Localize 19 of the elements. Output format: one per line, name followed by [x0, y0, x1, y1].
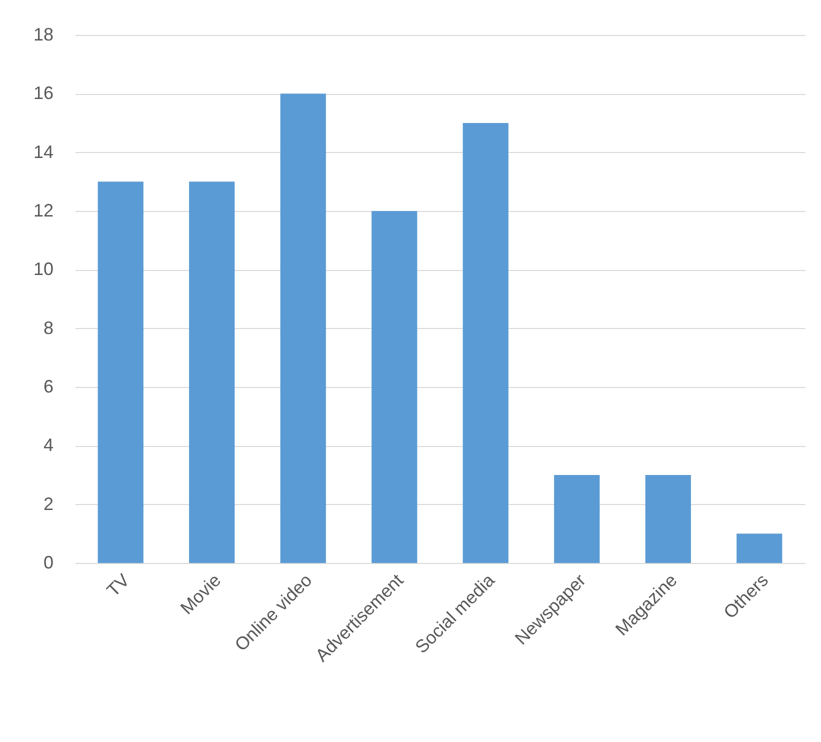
y-tick-label: 6: [43, 376, 54, 396]
y-tick-label: 12: [33, 200, 54, 220]
bar: [645, 475, 691, 563]
y-tick-label: 8: [43, 318, 54, 338]
y-tick-label: 2: [43, 494, 54, 514]
y-tick-label: 16: [33, 83, 54, 104]
bar: [98, 182, 144, 563]
bar: [280, 94, 326, 563]
x-tick-label: TV: [102, 570, 134, 600]
bar: [554, 475, 600, 563]
bar: [372, 211, 418, 563]
y-tick-label: 14: [33, 142, 54, 162]
y-tick-label: 0: [43, 552, 54, 572]
bar: [462, 123, 508, 563]
bar: [189, 182, 235, 563]
bar: [736, 534, 782, 563]
y-tick-label: 10: [33, 259, 54, 280]
y-tick-label: 18: [33, 24, 54, 44]
y-tick-label: 4: [43, 435, 54, 456]
